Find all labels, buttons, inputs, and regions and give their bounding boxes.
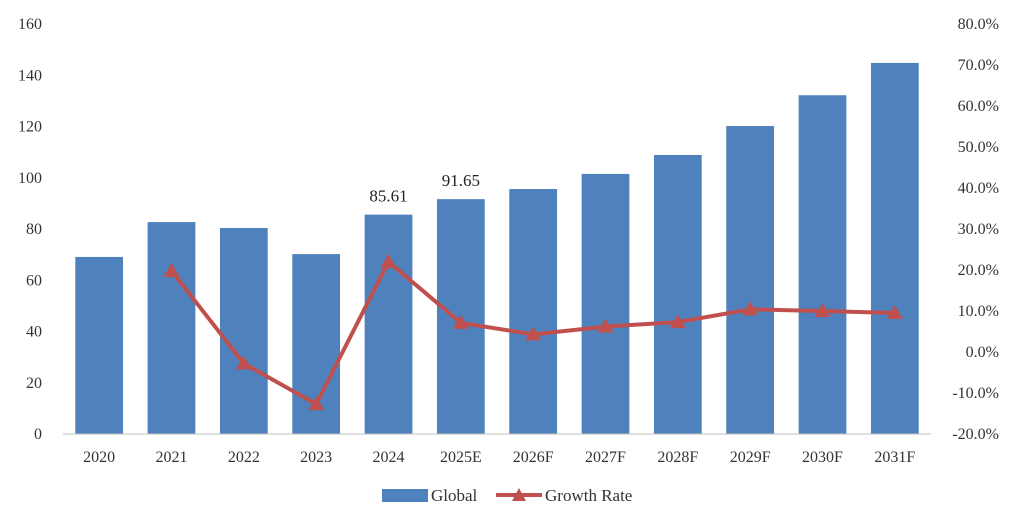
data-label-2024: 85.61 xyxy=(369,187,407,206)
growth-rate-marker-2027F xyxy=(597,318,614,333)
growth-rate-marker-2022 xyxy=(235,355,252,370)
growth-rate-marker-2029F xyxy=(742,301,759,316)
left-axis-tick-label: 40 xyxy=(26,324,42,341)
right-axis-tick-label: 10.0% xyxy=(958,303,999,320)
left-axis-tick-label: 0 xyxy=(34,426,42,443)
growth-rate-marker-2025E xyxy=(452,314,469,329)
bar-global-2030F xyxy=(798,95,847,435)
x-axis-tick-label: 2020 xyxy=(83,449,115,466)
x-axis-tick-label: 2024 xyxy=(373,449,405,466)
bar-series-global xyxy=(75,62,919,435)
right-axis-tick-label: 30.0% xyxy=(958,221,999,238)
bar-global-2029F xyxy=(726,125,775,435)
left-axis-tick-label: 140 xyxy=(18,67,42,84)
bar-global-2020 xyxy=(75,256,124,434)
right-axis-tick-label: 70.0% xyxy=(958,57,999,74)
x-axis-tick-label: 2023 xyxy=(300,449,332,466)
bar-global-2024 xyxy=(364,214,413,434)
bar-global-2028F xyxy=(653,154,702,434)
left-axis-tick-label: 160 xyxy=(18,16,42,33)
growth-rate-marker-2026F xyxy=(525,326,542,341)
right-axis-tick-label: 0.0% xyxy=(966,344,999,361)
growth-rate-marker-2021 xyxy=(163,262,180,277)
right-axis-tick-label: -20.0% xyxy=(952,426,999,443)
x-axis-tick-label: 2029F xyxy=(730,449,771,466)
bar-global-2031F xyxy=(870,62,919,434)
x-axis-tick-label: 2028F xyxy=(657,449,698,466)
right-axis-tick-label: 80.0% xyxy=(958,16,999,33)
bar-global-2026F xyxy=(509,189,558,434)
legend-label-growth-rate: Growth Rate xyxy=(545,486,632,505)
left-axis-tick-label: 100 xyxy=(18,170,42,187)
data-labels: 85.61 91.65 xyxy=(369,171,480,205)
growth-rate-marker-2024 xyxy=(380,253,397,268)
right-axis-tick-label: 40.0% xyxy=(958,180,999,197)
left-axis-tick-label: 20 xyxy=(26,375,42,392)
left-axis-tick-label: 60 xyxy=(26,272,42,289)
x-axis-tick-label: 2030F xyxy=(802,449,843,466)
x-axis-tick-label: 2026F xyxy=(513,449,554,466)
left-axis-tick-label: 80 xyxy=(26,221,42,238)
x-axis-tick-label: 2021 xyxy=(156,449,188,466)
growth-rate-marker-2028F xyxy=(669,314,686,329)
bar-global-2022 xyxy=(219,227,268,434)
data-label-2025E: 91.65 xyxy=(442,171,480,190)
left-axis-tick-label: 120 xyxy=(18,119,42,136)
x-axis-tick-label: 2025E xyxy=(440,449,482,466)
right-axis-tick-label: 50.0% xyxy=(958,139,999,156)
left-axis-ticks: 0 20 40 60 80 100 120 140 160 xyxy=(18,16,42,443)
x-axis-ticks: 2020 2021 2022 2023 2024 2025E 2026F 2027F 2028F… xyxy=(83,449,915,466)
bar-global-2027F xyxy=(581,173,630,434)
line-series-growth-rate xyxy=(163,253,903,411)
x-axis-tick-label: 2022 xyxy=(228,449,260,466)
growth-rate-marker-2023 xyxy=(308,396,325,411)
legend: Global Growth Rate xyxy=(382,486,632,505)
right-axis-tick-label: 20.0% xyxy=(958,262,999,279)
bar-global-2021 xyxy=(147,222,196,434)
x-axis-tick-label: 2027F xyxy=(585,449,626,466)
growth-rate-marker-2030F xyxy=(814,303,831,317)
right-axis-tick-label: -10.0% xyxy=(952,385,999,402)
legend-swatch-global xyxy=(382,489,428,502)
growth-rate-marker-2031F xyxy=(886,305,903,320)
right-axis-ticks: -20.0% -10.0% 0.0% 10.0% 20.0% 30.0% 40.0% 50.0… xyxy=(952,16,999,443)
x-axis-tick-label: 2031F xyxy=(874,449,915,466)
legend-label-global: Global xyxy=(431,486,478,505)
right-axis-tick-label: 60.0% xyxy=(958,98,999,115)
legend-swatch-growth-rate-marker xyxy=(512,488,526,501)
